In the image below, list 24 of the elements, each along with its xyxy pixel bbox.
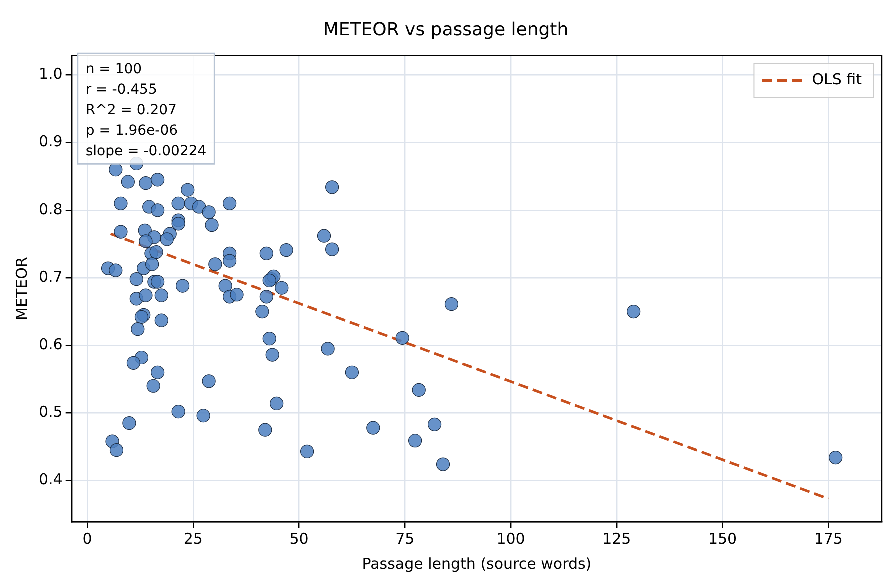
y-tick-label: 0.6 bbox=[38, 335, 63, 354]
x-tick-label: 75 bbox=[396, 530, 415, 548]
y-axis-title: METEOR bbox=[12, 257, 31, 320]
x-tick-label: 50 bbox=[290, 530, 309, 548]
annotation: p = 1.96e-06 bbox=[86, 122, 178, 139]
x-tick-label: 150 bbox=[708, 530, 738, 548]
x-tick-label: 25 bbox=[184, 530, 203, 548]
y-tick-label: 0.7 bbox=[38, 268, 63, 286]
annotation: slope = -0.00224 bbox=[86, 143, 207, 160]
x-tick-label: 0 bbox=[82, 530, 92, 548]
y-tick-label: 1.0 bbox=[38, 65, 63, 84]
annotation: R^2 = 0.207 bbox=[86, 102, 177, 118]
y-tick-label: 0.5 bbox=[38, 403, 63, 422]
y-tick-label: 0.9 bbox=[38, 132, 63, 151]
y-tick-label: 0.4 bbox=[38, 470, 63, 489]
x-tick-label: 100 bbox=[496, 530, 526, 548]
legend-label: OLS fit bbox=[812, 70, 862, 88]
x-axis-title: Passage length (source words) bbox=[362, 554, 592, 573]
y-tick-label: 0.8 bbox=[38, 200, 63, 218]
annotation: r = -0.455 bbox=[86, 82, 158, 98]
annotation: n = 100 bbox=[86, 61, 142, 78]
chart-title: METEOR vs passage length bbox=[323, 19, 569, 40]
x-tick-label: 125 bbox=[602, 530, 632, 548]
x-tick-label: 175 bbox=[814, 530, 843, 548]
